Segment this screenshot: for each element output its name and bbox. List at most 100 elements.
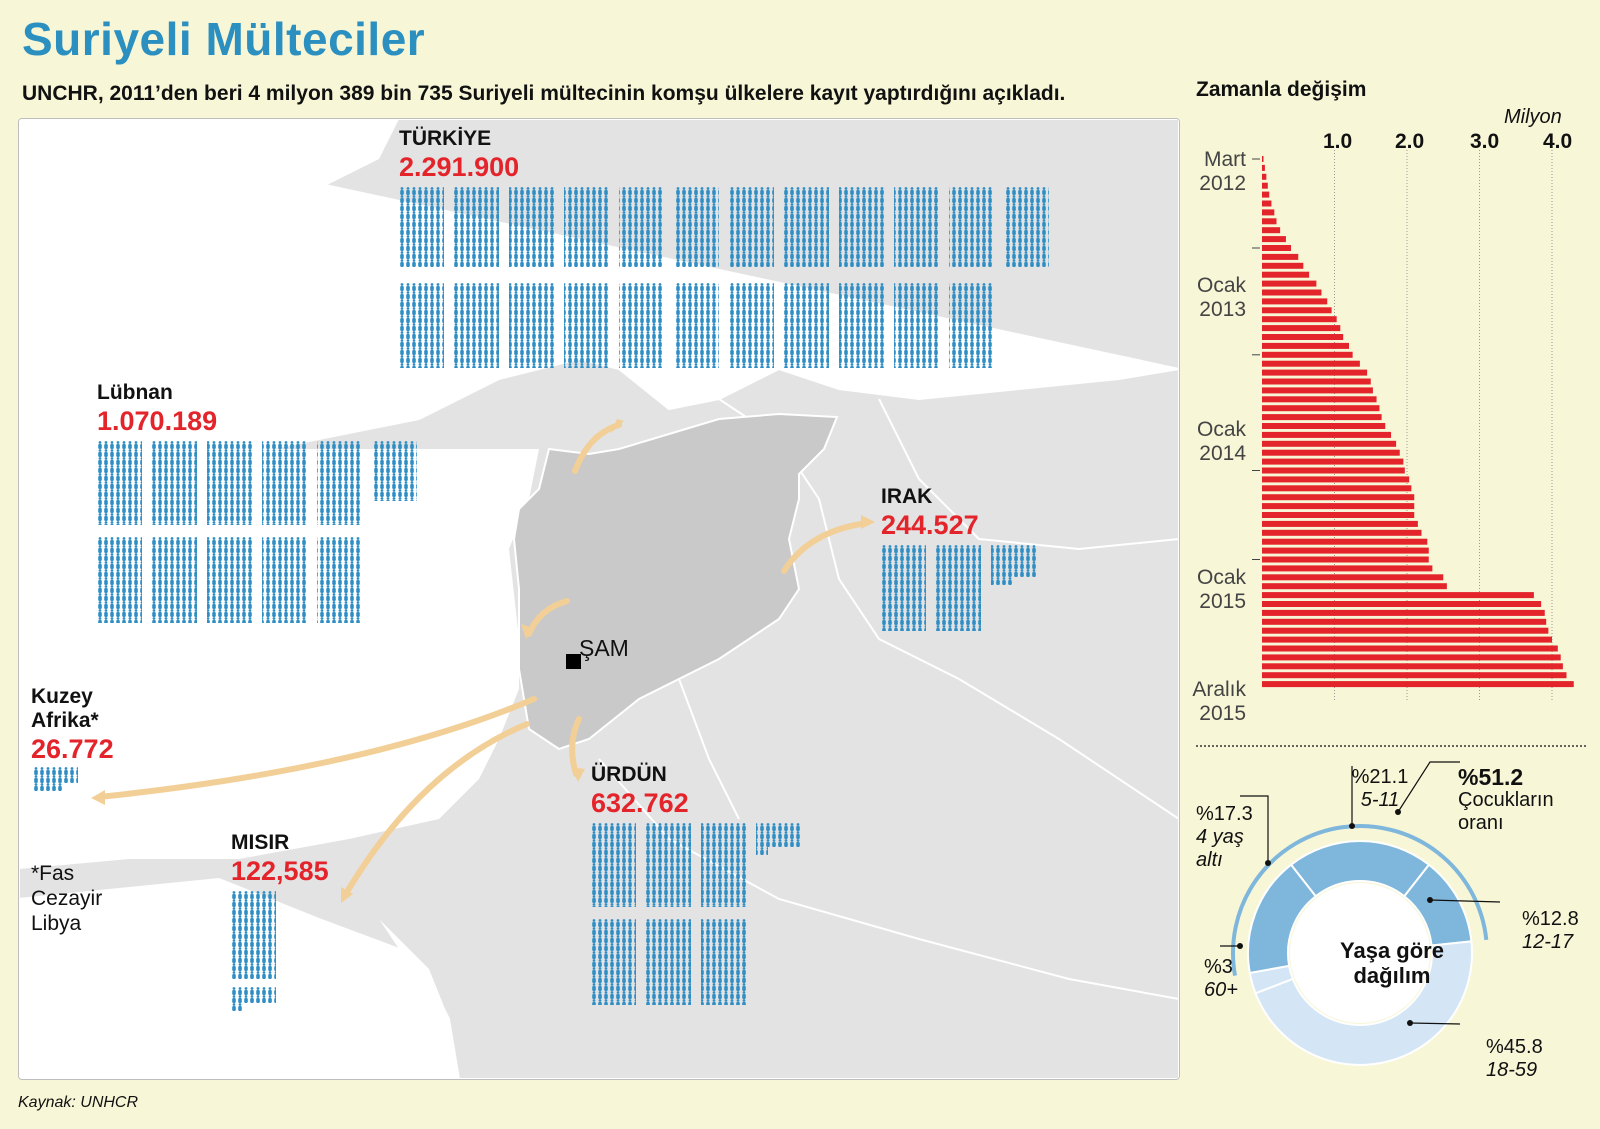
- bar: [1262, 627, 1549, 634]
- slice-value: %12.8: [1522, 908, 1579, 930]
- bar: [1262, 618, 1547, 625]
- children-share-arc: [1231, 824, 1489, 976]
- bar: [1262, 164, 1265, 171]
- bar: [1262, 298, 1328, 305]
- bar: [1262, 200, 1272, 207]
- age-donut-chart: [1220, 761, 1501, 1066]
- bar: [1262, 156, 1264, 162]
- country-refugee-count: 632.762: [591, 788, 689, 818]
- aljazeera-logo-icon: [41, 941, 77, 1002]
- leader-dot: [1395, 809, 1401, 815]
- damascus-marker: [566, 654, 581, 669]
- leader-line: [1397, 761, 1460, 813]
- leader-dot: [1427, 897, 1433, 903]
- country-egypt: MISIR 122,585: [231, 831, 329, 887]
- y-tick-label: Ocak 2015: [1196, 566, 1246, 613]
- x-tick-2: 2.0: [1395, 130, 1425, 153]
- bar: [1262, 325, 1341, 332]
- north-africa-footnote: *Fas Cezayir Libya: [31, 862, 103, 935]
- bar: [1262, 663, 1563, 670]
- bar-chart-unit: Milyon: [1504, 106, 1562, 128]
- bar: [1262, 342, 1349, 349]
- bar: [1262, 334, 1344, 340]
- slice-value: %17.3: [1196, 803, 1253, 825]
- country-name: Lübnan: [97, 381, 173, 404]
- country-lebanon: Lübnan 1.070.189: [97, 381, 217, 437]
- country-north-africa: Kuzey Afrika* 26.772: [31, 685, 121, 765]
- country-iraq: IRAK 244.527: [881, 485, 979, 541]
- y-tick-label: Ocak 2014: [1196, 418, 1246, 465]
- leader-dot: [1265, 860, 1271, 866]
- bar: [1262, 512, 1415, 518]
- bar-chart: [1252, 150, 1574, 700]
- bar: [1262, 378, 1371, 385]
- y-tick-label: Ocak 2013: [1196, 274, 1246, 321]
- leader-dot: [1349, 823, 1355, 829]
- people-grid-lebanon: [97, 441, 417, 623]
- donut-slice: [1247, 863, 1318, 975]
- people-grid-iraq: [881, 545, 1036, 631]
- country-refugee-count: 122,585: [231, 856, 329, 886]
- slice-value: %45.8: [1486, 1036, 1543, 1058]
- slice-group: 60+: [1204, 979, 1238, 1001]
- bar: [1262, 547, 1429, 554]
- refugee-map: TÜRKİYE 2.291.900 Lübnan 1.070.189 IRAK …: [18, 118, 1180, 1080]
- bar: [1262, 574, 1444, 581]
- bar: [1262, 609, 1545, 616]
- donut-center-label: Yaşa göre dağılım: [1340, 938, 1444, 988]
- donut-slice: [1254, 940, 1473, 1066]
- country-refugee-count: 1.070.189: [97, 406, 218, 436]
- bar: [1262, 182, 1268, 189]
- country-turkey: TÜRKİYE 2.291.900: [399, 127, 519, 183]
- slice-label-18-59: %45.8 18-59: [1486, 1036, 1543, 1082]
- bar: [1262, 636, 1552, 643]
- bar: [1262, 654, 1561, 661]
- children-share-label: Çocukların oranı: [1458, 789, 1554, 834]
- aljazeera-logo: ALJAZEERA TÜRK: [29, 939, 119, 1002]
- slice-label-60-plus: %3 60+: [1204, 956, 1238, 1002]
- bar-chart-title: Zamanla değişim: [1196, 78, 1367, 101]
- y-tick-label: Aralık 2015: [1192, 678, 1246, 725]
- bar: [1262, 289, 1322, 296]
- country-name: ÜRDÜN: [591, 763, 667, 786]
- source-note: Kaynak: UNHCR: [18, 1094, 139, 1111]
- bar: [1262, 227, 1281, 234]
- bar: [1262, 173, 1267, 180]
- slice-label-under-4: %17.3 4 yaş altı: [1196, 803, 1266, 872]
- donut-hole: [1290, 883, 1430, 1023]
- slice-group: 5-11: [1360, 789, 1400, 811]
- leader-line: [1409, 1022, 1461, 1025]
- bar: [1262, 485, 1412, 492]
- bar: [1262, 440, 1397, 447]
- bar: [1262, 262, 1304, 269]
- x-tick-3: 3.0: [1470, 130, 1500, 153]
- slice-value: %21.1: [1351, 766, 1409, 788]
- bar: [1262, 601, 1542, 607]
- page-title: Suriyeli Mülteciler: [22, 13, 426, 65]
- leader-dot: [1237, 943, 1243, 949]
- x-tick-4: 4.0: [1543, 130, 1573, 153]
- country-name: IRAK: [881, 485, 933, 508]
- bar: [1262, 476, 1410, 483]
- bar: [1262, 271, 1310, 278]
- leader-line: [1240, 795, 1269, 863]
- country-name: Kuzey Afrika*: [31, 685, 99, 732]
- bar: [1262, 592, 1534, 599]
- country-refugee-count: 2.291.900: [399, 152, 520, 182]
- bar: [1262, 583, 1447, 590]
- damascus-label: ŞAM: [579, 635, 629, 661]
- bar: [1262, 245, 1291, 251]
- bar: [1262, 529, 1422, 536]
- bar: [1262, 396, 1377, 403]
- bar: [1262, 369, 1368, 376]
- slice-group: 18-59: [1486, 1059, 1538, 1081]
- bar: [1262, 681, 1574, 688]
- bar: [1262, 672, 1567, 679]
- bar: [1262, 458, 1404, 465]
- bar: [1262, 405, 1380, 412]
- people-grid-jordan: [591, 823, 801, 1005]
- children-share: %51.2 Çocukların oranı: [1458, 766, 1598, 835]
- leader-line: [1429, 899, 1501, 903]
- x-tick-1: 1.0: [1323, 130, 1353, 153]
- bar: [1262, 645, 1558, 652]
